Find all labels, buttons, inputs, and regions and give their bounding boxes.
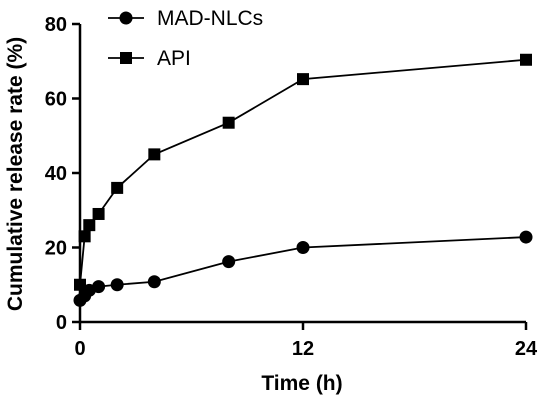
data-point-api bbox=[111, 181, 124, 194]
data-point-mad-nlcs bbox=[147, 275, 161, 289]
data-point-api bbox=[297, 73, 309, 86]
data-point-api bbox=[74, 278, 86, 291]
legend-item-mad-nlcs: MAD-NLCs bbox=[108, 7, 263, 30]
legend-item-api: API bbox=[108, 47, 191, 70]
y-tick-label: 40 bbox=[45, 163, 67, 185]
legend-label-mad-nlcs: MAD-NLCs bbox=[157, 7, 263, 30]
data-point-mad-nlcs bbox=[296, 241, 310, 254]
y-axis-title: Cumulative release rate (%) bbox=[4, 37, 27, 311]
legend-marker-api bbox=[120, 52, 132, 64]
data-point-mad-nlcs bbox=[222, 255, 236, 269]
data-point-api bbox=[92, 207, 105, 220]
ticks: 0 20 40 60 80 0 12 24 bbox=[45, 14, 538, 360]
y-tick-label: 0 bbox=[56, 312, 67, 334]
y-tick-label: 20 bbox=[45, 238, 67, 260]
data-point-api bbox=[222, 116, 235, 129]
y-tick-label: 80 bbox=[45, 14, 67, 36]
series-api bbox=[74, 53, 532, 291]
data-point-mad-nlcs bbox=[519, 230, 533, 244]
legend-marker-mad-nlcs bbox=[119, 11, 133, 25]
series bbox=[73, 53, 533, 307]
data-point-mad-nlcs bbox=[92, 280, 106, 294]
legend-label-api: API bbox=[157, 47, 191, 70]
data-point-api bbox=[148, 148, 161, 161]
legend: MAD-NLCs API bbox=[108, 7, 263, 70]
data-point-api bbox=[520, 53, 532, 66]
y-tick-label: 60 bbox=[45, 89, 67, 111]
series-mad-nlcs bbox=[73, 230, 533, 307]
axes bbox=[78, 24, 526, 324]
data-point-mad-nlcs bbox=[110, 278, 124, 292]
data-point-api bbox=[78, 230, 91, 243]
x-tick-label: 12 bbox=[292, 338, 314, 360]
x-tick-label: 24 bbox=[515, 338, 538, 360]
data-point-api bbox=[83, 219, 96, 232]
x-tick-label: 0 bbox=[74, 338, 85, 360]
x-axis-title: Time (h) bbox=[261, 372, 342, 395]
